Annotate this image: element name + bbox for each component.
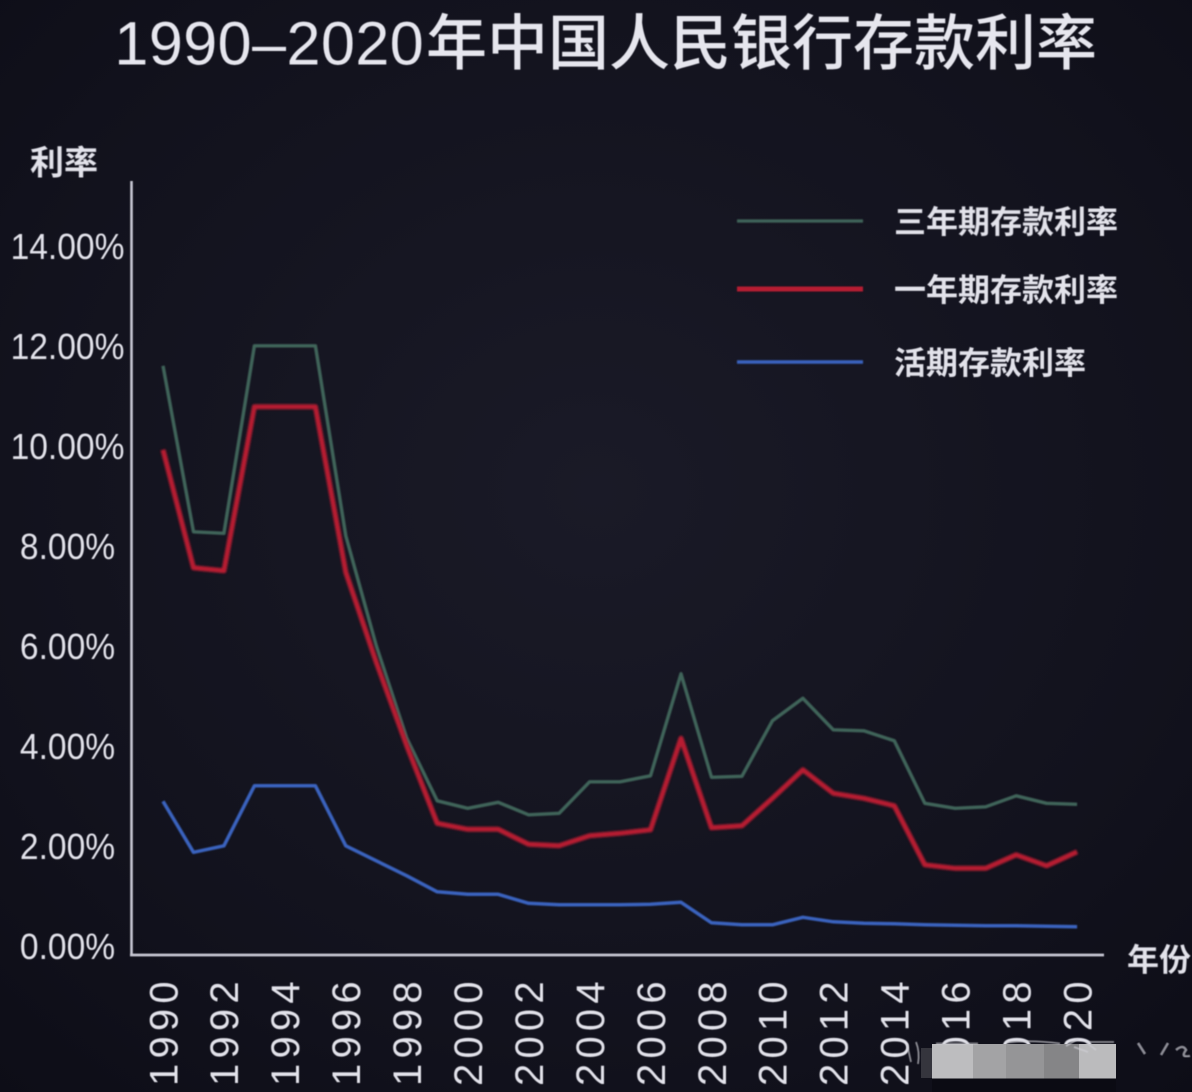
svg-text:2000: 2000 bbox=[447, 976, 491, 1086]
svg-text:0.00%: 0.00% bbox=[20, 927, 115, 968]
svg-text:2014: 2014 bbox=[874, 976, 918, 1086]
svg-text:2004: 2004 bbox=[569, 976, 613, 1086]
svg-text:1994: 1994 bbox=[264, 976, 308, 1086]
svg-text:1990: 1990 bbox=[142, 976, 186, 1086]
svg-text:1998: 1998 bbox=[386, 976, 430, 1086]
svg-text:1992: 1992 bbox=[203, 976, 247, 1086]
svg-text:10.00%: 10.00% bbox=[11, 427, 125, 468]
svg-text:1996: 1996 bbox=[325, 976, 369, 1086]
svg-text:14.00%: 14.00% bbox=[11, 227, 125, 268]
svg-text:2006: 2006 bbox=[630, 976, 674, 1086]
svg-text:12.00%: 12.00% bbox=[11, 327, 125, 368]
svg-text:4.00%: 4.00% bbox=[20, 727, 115, 768]
svg-text:2010: 2010 bbox=[752, 976, 796, 1086]
svg-text:2.00%: 2.00% bbox=[20, 827, 115, 868]
svg-text:2002: 2002 bbox=[508, 976, 552, 1086]
svg-text:8.00%: 8.00% bbox=[20, 527, 115, 568]
svg-text:2012: 2012 bbox=[813, 976, 857, 1086]
svg-text:1990–2020: 1990–2020 bbox=[114, 10, 424, 78]
svg-text:6.00%: 6.00% bbox=[20, 627, 115, 668]
svg-text:2008: 2008 bbox=[691, 976, 735, 1086]
